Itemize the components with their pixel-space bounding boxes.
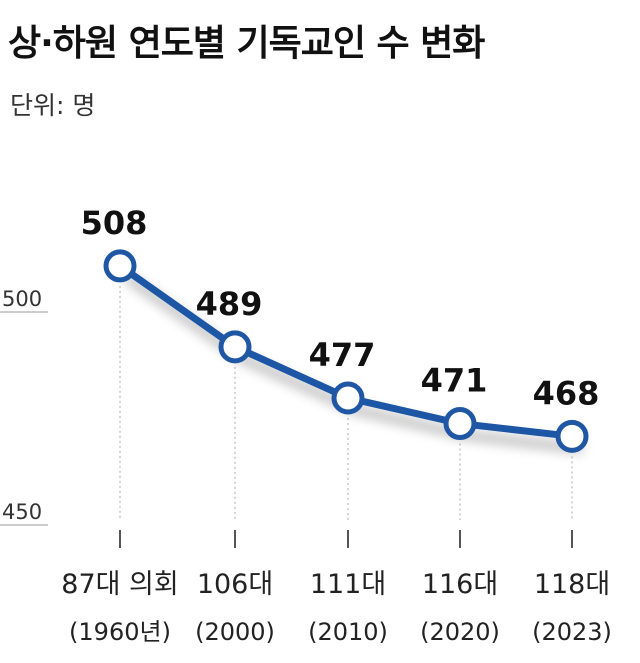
data-point: [218, 330, 252, 364]
x-category-label: 106대: [197, 569, 273, 600]
x-year-label: (2000): [195, 618, 275, 646]
data-label: 468: [533, 374, 600, 412]
x-year-label: (2010): [308, 618, 388, 646]
data-label: 489: [196, 285, 263, 323]
data-point: [103, 249, 137, 283]
data-label: 471: [421, 362, 488, 400]
data-point: [331, 381, 365, 415]
data-label: 508: [81, 204, 148, 242]
data-point: [443, 407, 477, 441]
x-category-label: 118대: [534, 569, 610, 600]
chart-title: 상·하원 연도별 기독교인 수 변화: [8, 23, 485, 64]
x-category-label: 116대: [422, 569, 498, 600]
x-category-label: 87대 의회: [61, 569, 178, 600]
y-tick-label-500: 500: [2, 287, 42, 311]
x-category-label: 111대: [310, 569, 386, 600]
data-point: [555, 419, 589, 453]
unit-label: 단위: 명: [10, 91, 96, 120]
x-year-label: (1960년): [69, 618, 171, 646]
x-year-label: (2023): [532, 618, 612, 646]
y-tick-label-450: 450: [2, 500, 42, 524]
data-label: 477: [309, 336, 376, 374]
x-year-label: (2020): [420, 618, 500, 646]
